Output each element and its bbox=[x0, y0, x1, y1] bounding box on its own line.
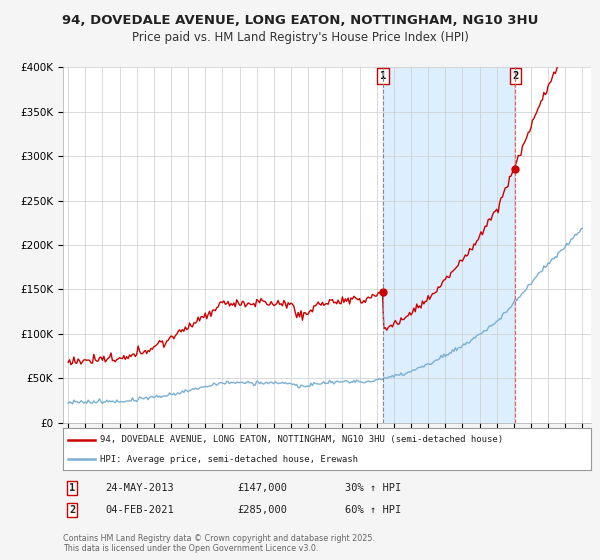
Text: £285,000: £285,000 bbox=[237, 505, 287, 515]
Text: 2: 2 bbox=[69, 505, 75, 515]
Text: Price paid vs. HM Land Registry's House Price Index (HPI): Price paid vs. HM Land Registry's House … bbox=[131, 31, 469, 44]
Text: Contains HM Land Registry data © Crown copyright and database right 2025.
This d: Contains HM Land Registry data © Crown c… bbox=[63, 534, 375, 553]
Bar bbox=[383, 67, 515, 423]
Text: 24-MAY-2013: 24-MAY-2013 bbox=[105, 483, 174, 493]
Text: HPI: Average price, semi-detached house, Erewash: HPI: Average price, semi-detached house,… bbox=[100, 455, 358, 464]
Text: 04-FEB-2021: 04-FEB-2021 bbox=[105, 505, 174, 515]
Text: 30% ↑ HPI: 30% ↑ HPI bbox=[345, 483, 401, 493]
Text: 94, DOVEDALE AVENUE, LONG EATON, NOTTINGHAM, NG10 3HU (semi-detached house): 94, DOVEDALE AVENUE, LONG EATON, NOTTING… bbox=[100, 435, 503, 444]
Text: 94, DOVEDALE AVENUE, LONG EATON, NOTTINGHAM, NG10 3HU: 94, DOVEDALE AVENUE, LONG EATON, NOTTING… bbox=[62, 14, 538, 27]
Text: 2: 2 bbox=[512, 71, 518, 81]
Text: 1: 1 bbox=[380, 71, 386, 81]
Text: 60% ↑ HPI: 60% ↑ HPI bbox=[345, 505, 401, 515]
Text: 1: 1 bbox=[69, 483, 75, 493]
Text: £147,000: £147,000 bbox=[237, 483, 287, 493]
